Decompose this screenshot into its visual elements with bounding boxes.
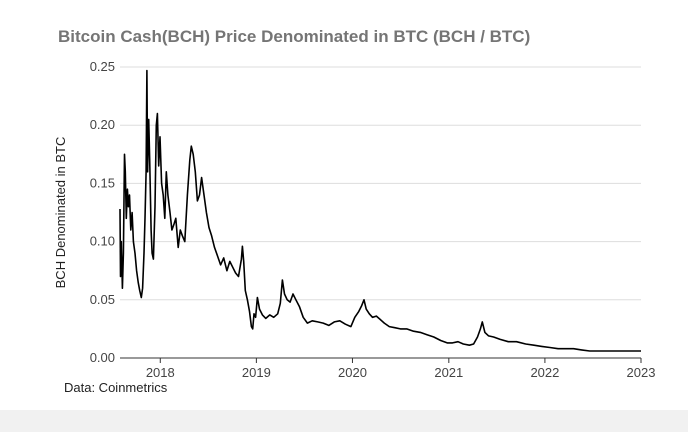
x-tick-label: 2021 bbox=[434, 365, 463, 380]
line-chart: 0.00 0.05 0.10 0.15 0.20 0.25 2018 2019 2020 202… bbox=[53, 59, 656, 380]
chart-panel: Bitcoin Cash(BCH) Price Denominated in B… bbox=[53, 27, 656, 395]
x-tick-label: 2023 bbox=[627, 365, 656, 380]
x-tick-label: 2022 bbox=[530, 365, 559, 380]
y-axis-ticks: 0.00 0.05 0.10 0.15 0.20 0.25 bbox=[90, 59, 115, 365]
y-tick-label: 0.10 bbox=[90, 234, 115, 249]
y-tick-label: 0.00 bbox=[90, 350, 115, 365]
y-tick-label: 0.25 bbox=[90, 59, 115, 74]
series-line-bch-btc bbox=[119, 69, 641, 352]
y-tick-label: 0.15 bbox=[90, 175, 115, 190]
chart-title: Bitcoin Cash(BCH) Price Denominated in B… bbox=[58, 27, 531, 46]
footer-band bbox=[0, 410, 688, 432]
x-tick-label: 2019 bbox=[242, 365, 271, 380]
x-tick-label: 2018 bbox=[146, 365, 175, 380]
y-axis-label: BCH Denominated in BTC bbox=[53, 137, 68, 289]
x-tick-label: 2020 bbox=[338, 365, 367, 380]
data-source-note: Data: Coinmetrics bbox=[64, 380, 168, 395]
gridlines bbox=[120, 66, 641, 359]
x-axis-ticks: 2018 2019 2020 2021 2022 2023 bbox=[146, 358, 656, 380]
y-tick-label: 0.05 bbox=[90, 292, 115, 307]
y-tick-label: 0.20 bbox=[90, 117, 115, 132]
